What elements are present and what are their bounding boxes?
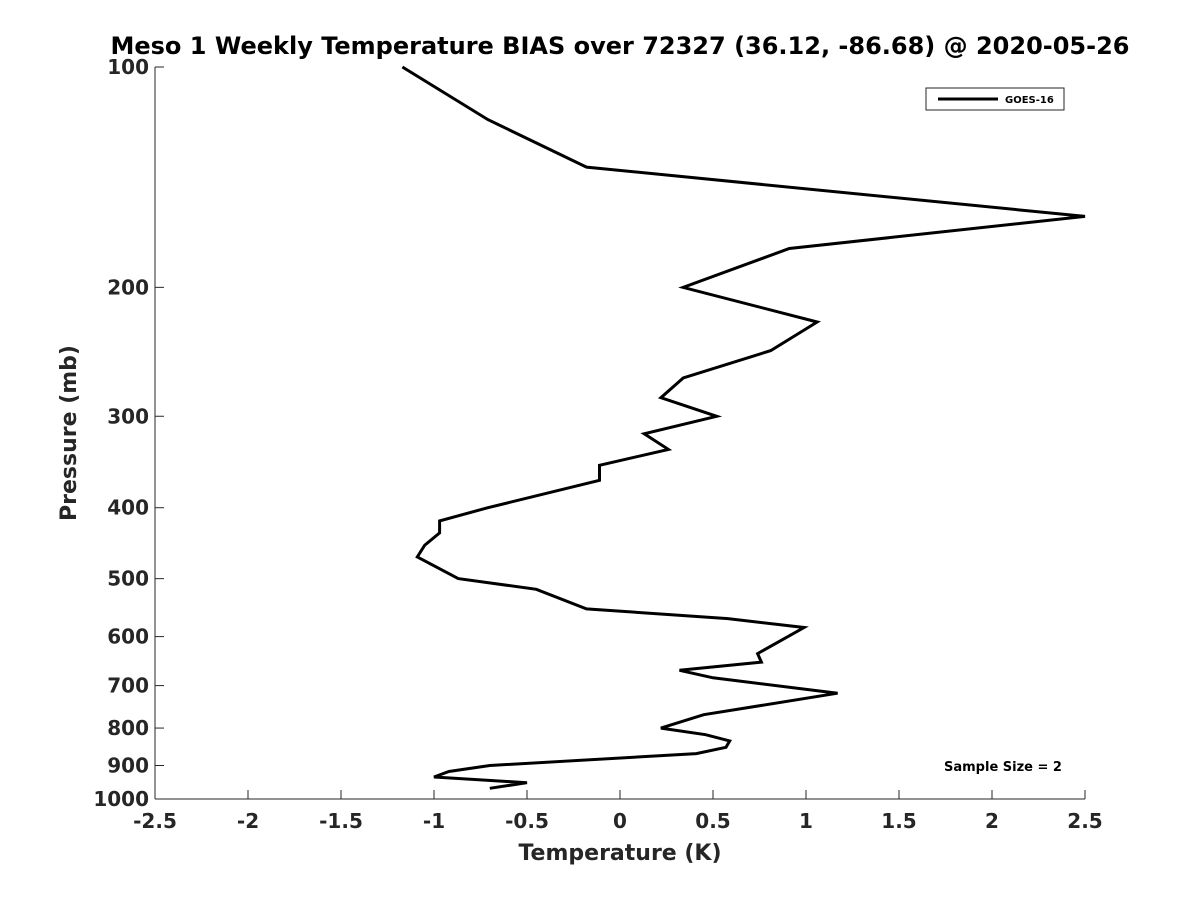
series-line-goes16	[401, 65, 1086, 790]
y-tick-label: 1000	[93, 787, 149, 811]
sample-size-annotation: Sample Size = 2	[944, 760, 1062, 775]
x-tick-label: 0.5	[695, 809, 730, 833]
y-ticks: 100 200 300 400 500 600 700 800 900 1000	[93, 55, 164, 811]
x-tick-label: -1	[423, 809, 445, 833]
x-tick-label: 2.5	[1067, 809, 1102, 833]
y-axis-title: Pressure (mb)	[57, 345, 82, 521]
legend: GOES-16	[925, 87, 1065, 111]
y-tick-label: 800	[107, 716, 149, 740]
y-tick-label: 100	[107, 55, 149, 79]
x-tick-label: -2	[237, 809, 259, 833]
y-tick-label: 200	[107, 275, 149, 299]
y-tick-label: 300	[107, 404, 149, 428]
y-tick-label: 600	[107, 625, 149, 649]
y-tick-label: 900	[107, 754, 149, 778]
y-tick-label: 700	[107, 674, 149, 698]
x-tick-label: 1	[799, 809, 813, 833]
x-tick-label: -1.5	[319, 809, 363, 833]
x-axis-title: Temperature (K)	[518, 841, 721, 866]
chart-title: Meso 1 Weekly Temperature BIAS over 7232…	[110, 32, 1129, 60]
plot-area	[155, 67, 1085, 799]
x-tick-label: 0	[613, 809, 627, 833]
x-tick-label: 2	[985, 809, 999, 833]
y-tick-label: 400	[107, 496, 149, 520]
x-tick-label: 1.5	[881, 809, 916, 833]
y-tick-label: 500	[107, 567, 149, 591]
x-ticks: -2.5 -2 -1.5 -1 -0.5 0 0.5 1 1.5 2 2.5	[133, 790, 1103, 833]
x-tick-label: -0.5	[505, 809, 549, 833]
legend-entry-goes16: GOES-16	[1005, 95, 1054, 106]
x-tick-label: -2.5	[133, 809, 177, 833]
